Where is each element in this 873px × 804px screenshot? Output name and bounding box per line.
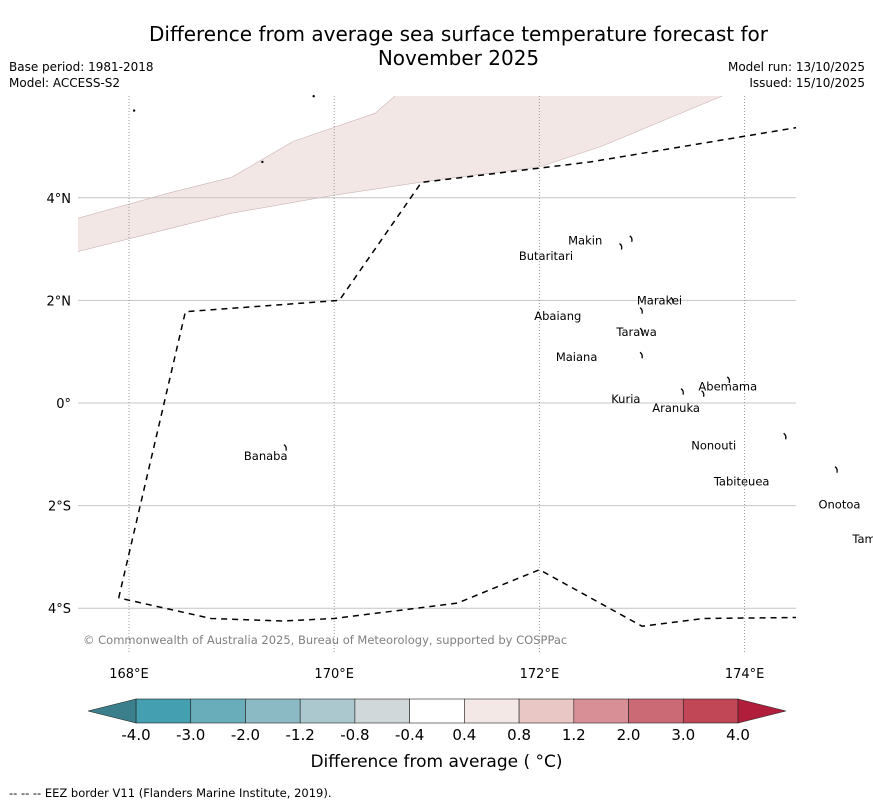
colorbar-label: Difference from average ( °C) — [310, 752, 563, 772]
gridlines — [78, 96, 796, 652]
model-name: Model: ACCESS-S2 — [9, 76, 121, 90]
colorbar-segment — [573, 698, 629, 724]
colorbar-tick-label: -4.0 — [121, 726, 150, 744]
island-label: Tamana — [851, 532, 873, 546]
islands: Makin Butaritari Marakei Abaiang Tarawa Maian… — [132, 95, 873, 546]
colorbar-segment — [245, 698, 301, 724]
island-outline — [283, 444, 287, 451]
island-outline — [639, 307, 643, 314]
colorbar-segment — [682, 698, 739, 724]
colorbar-tick-label: 2.0 — [617, 726, 641, 744]
island-outline — [783, 432, 787, 440]
island-outline — [619, 242, 623, 250]
colorbar-tick-label: 3.0 — [671, 726, 695, 744]
colorbar-tick-label: -0.8 — [340, 726, 369, 744]
lon-label: 174°E — [725, 667, 765, 682]
meta-left: Base period: 1981-2018 Model: ACCESS-S2 — [9, 59, 154, 91]
warm-anomaly-region — [78, 96, 723, 252]
lat-label: 4°N — [47, 192, 72, 207]
island-outline — [680, 388, 684, 395]
lon-label: 172°E — [520, 667, 560, 682]
island-label: Marakei — [637, 293, 682, 307]
colorbar-under-arrow — [87, 698, 137, 724]
copyright-notice: © Commonwealth of Australia 2025, Bureau… — [83, 633, 567, 647]
base-period: Base period: 1981-2018 — [9, 60, 154, 74]
colorbar-segment — [464, 698, 520, 724]
eez-border-line — [117, 126, 796, 627]
colorbar-tick-label: 4.0 — [726, 726, 750, 744]
lat-label: 2°S — [48, 500, 71, 515]
latitude-labels: 4°N 2°N 0° 2°S 4°S — [47, 192, 72, 617]
island-label: Banaba — [244, 449, 288, 463]
colorbar-tick-label: 0.8 — [507, 726, 531, 744]
colorbar-tick-label: -1.2 — [286, 726, 315, 744]
colorbar-tick-label: -0.4 — [395, 726, 424, 744]
colorbar-tick-label: 1.2 — [562, 726, 586, 744]
anomaly-regions — [78, 96, 723, 252]
eez-footnote: -- -- -- EEZ border V11 (Flanders Marine… — [9, 786, 332, 800]
island-outline — [726, 376, 731, 384]
colorbar-segments — [87, 698, 787, 724]
colorbar-segment — [628, 698, 684, 724]
island-outline — [639, 351, 643, 359]
islet-marker — [132, 109, 136, 112]
eez-border — [117, 126, 796, 627]
island-label: Nonouti — [691, 439, 736, 453]
islet-marker — [261, 160, 264, 164]
island-label: Maiana — [556, 350, 598, 364]
island-label: Tarawa — [615, 325, 656, 339]
island-outline — [629, 235, 633, 242]
island-outline — [834, 466, 838, 473]
lat-label: 2°N — [47, 294, 72, 309]
colorbar-tick-label: -2.0 — [231, 726, 260, 744]
colorbar-segment — [190, 698, 246, 724]
island-label: Tabiteuea — [713, 474, 770, 488]
island-label: Butaritari — [519, 249, 573, 263]
island-label: Aranuka — [652, 401, 700, 415]
colorbar-segment — [299, 698, 356, 724]
issued-date: Issued: 15/10/2025 — [749, 76, 865, 90]
island-outline — [701, 390, 705, 397]
island-label: Abemama — [698, 380, 757, 394]
island-label: Makin — [568, 233, 602, 247]
island-outline — [639, 327, 643, 335]
lon-label: 170°E — [314, 667, 354, 682]
islet-marker — [312, 95, 315, 98]
island-label: Onotoa — [818, 498, 860, 512]
island-label: Kuria — [611, 392, 640, 406]
colorbar-ticks: -4.0 -3.0 -2.0 -1.2 -0.8 -0.4 0.4 0.8 1.2 2.0 3.0 4… — [121, 726, 750, 744]
colorbar-segment — [409, 698, 465, 724]
island-label: Abaiang — [534, 309, 581, 323]
colorbar: -4.0 -3.0 -2.0 -1.2 -0.8 -0.4 0.4 0.8 1.2 2.0 3.0 4… — [87, 698, 787, 744]
meta-right: Model run: 13/10/2025 Issued: 15/10/2025 — [728, 59, 865, 91]
colorbar-segment — [135, 698, 192, 724]
lat-label: 4°S — [48, 602, 71, 617]
lat-label: 0° — [56, 397, 71, 412]
colorbar-segment — [354, 698, 410, 724]
colorbar-segment — [518, 698, 575, 724]
island-outline — [670, 296, 674, 304]
model-run-date: Model run: 13/10/2025 — [727, 60, 865, 74]
title-line-2: November 2025 — [377, 46, 540, 70]
map: Makin Butaritari Marakei Abaiang Tarawa Maian… — [47, 95, 873, 682]
lon-label: 168°E — [109, 667, 149, 682]
colorbar-tick-label: 0.4 — [452, 726, 476, 744]
colorbar-tick-label: -3.0 — [176, 726, 205, 744]
chart-title: Difference from average sea surface temp… — [0, 22, 873, 70]
title-line-1: Difference from average sea surface temp… — [148, 22, 768, 46]
colorbar-over-arrow — [737, 698, 787, 724]
